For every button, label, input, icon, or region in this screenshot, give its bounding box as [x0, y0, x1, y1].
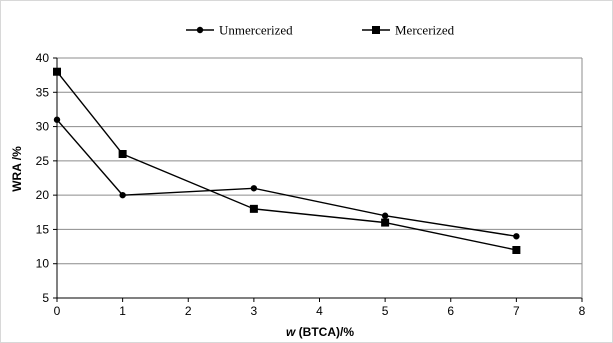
- y-tick-label: 25: [36, 154, 50, 168]
- data-point-circle: [513, 233, 520, 240]
- series: [53, 67, 521, 254]
- data-point-square: [53, 67, 61, 76]
- y-tick-label: 30: [36, 120, 50, 134]
- y-tick-label: 15: [36, 222, 50, 236]
- x-tick-label: 2: [185, 304, 192, 318]
- legend-item: Unmercerized: [186, 23, 293, 38]
- y-tick-label: 40: [36, 51, 50, 65]
- x-axis-ticks: 0 1 2 3 4 5 6 7 8: [54, 298, 586, 318]
- y-tick-label: 5: [42, 291, 49, 305]
- legend-label: Unmercerized: [219, 23, 293, 38]
- x-tick-label: 1: [119, 304, 126, 318]
- x-tick-label: 8: [579, 304, 586, 318]
- data-point-circle: [119, 191, 126, 199]
- y-axis-ticks: 5 10 15 20 25 30 35 40: [36, 51, 57, 305]
- x-axis-title-variable: w: [286, 325, 296, 339]
- legend-label: Mercerized: [395, 23, 455, 38]
- series-0: [53, 116, 520, 240]
- data-point-circle: [53, 116, 61, 123]
- data-point-square: [512, 246, 521, 254]
- y-tick-label: 20: [36, 188, 50, 202]
- y-tick-label: 10: [36, 257, 50, 271]
- x-tick-label: 6: [447, 304, 454, 318]
- legend: Unmercerized Mercerized: [186, 23, 455, 38]
- x-axis-title: w (BTCA)/%: [286, 325, 354, 339]
- data-point-circle: [381, 212, 389, 219]
- x-tick-label: 5: [382, 304, 389, 318]
- legend-item: Mercerized: [362, 23, 455, 38]
- data-point-square: [118, 150, 127, 158]
- series-1: [53, 67, 521, 254]
- gridlines: [57, 57, 582, 265]
- y-axis-title: WRA /%: [10, 146, 24, 192]
- x-tick-label: 7: [513, 304, 520, 318]
- x-tick-label: 4: [316, 304, 323, 318]
- legend-marker-circle: [196, 26, 204, 34]
- x-axis-title-rest: (BTCA)/%: [295, 325, 354, 339]
- legend-marker-square: [372, 26, 380, 34]
- data-point-square: [249, 204, 258, 213]
- data-point-square: [381, 218, 390, 227]
- x-tick-label: 0: [54, 304, 61, 318]
- y-tick-label: 35: [36, 85, 50, 99]
- x-tick-label: 3: [251, 304, 258, 318]
- data-point-circle: [250, 185, 258, 192]
